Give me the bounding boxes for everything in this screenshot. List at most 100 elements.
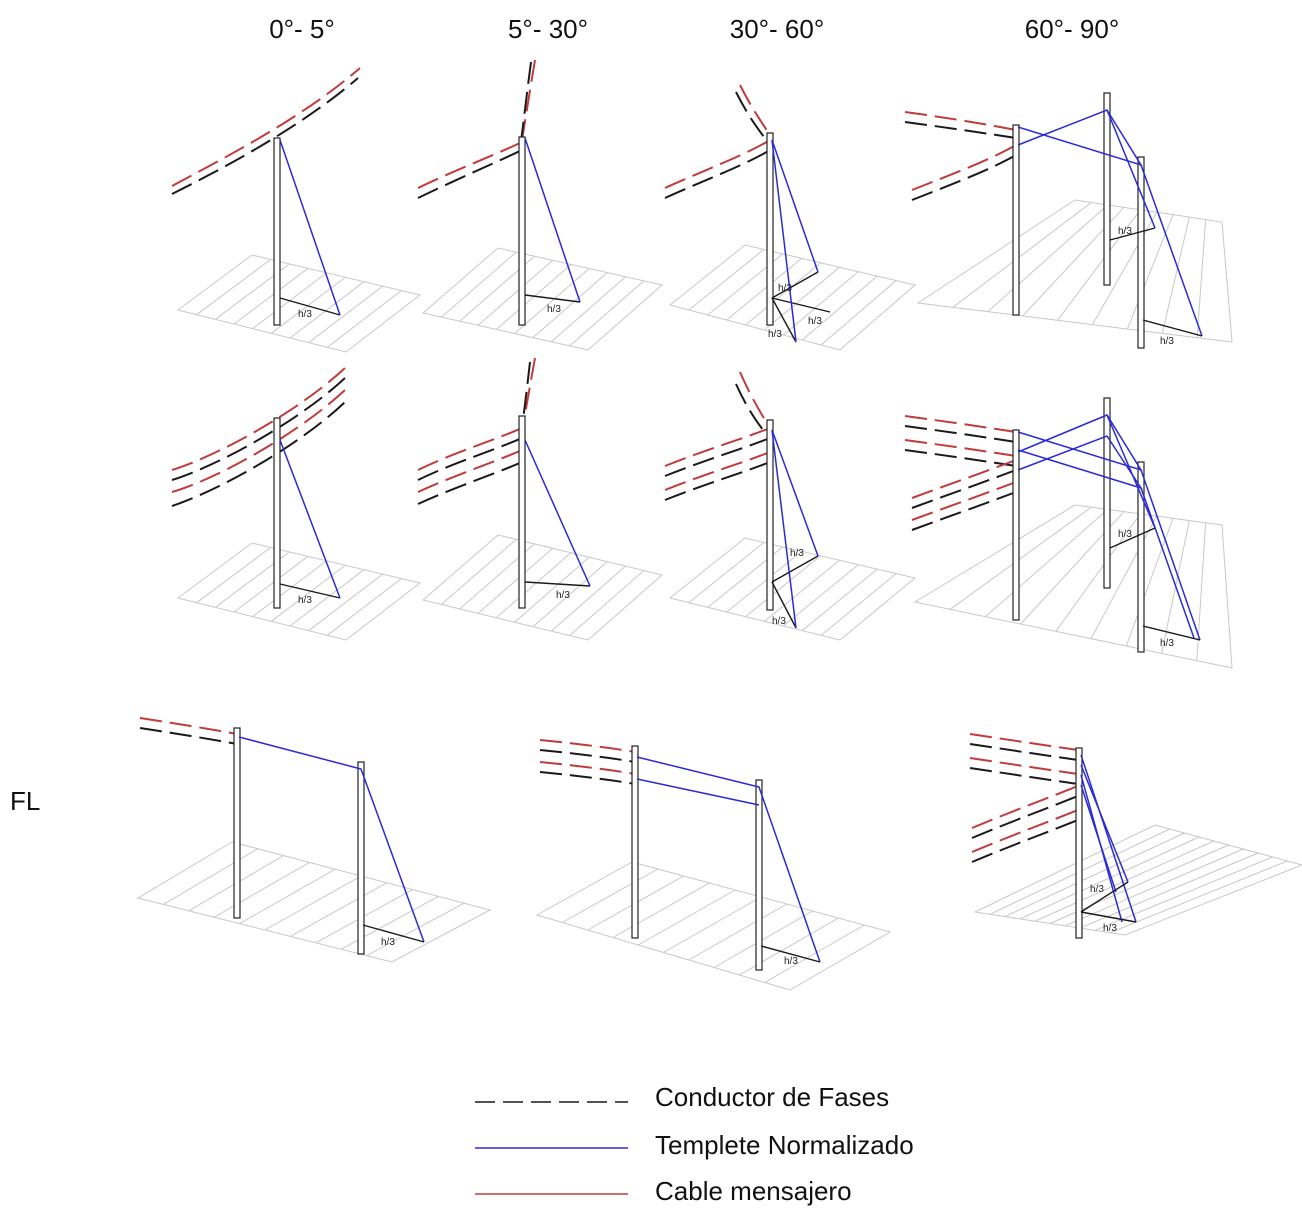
- messenger-cable: [417, 141, 523, 189]
- ground-grid: [176, 542, 422, 641]
- row-label-fl: FL: [10, 786, 40, 816]
- ground-grid-line: [441, 251, 517, 318]
- guy-wire: [1017, 109, 1143, 167]
- ground-grid-line: [688, 542, 765, 604]
- phase-conductor: [539, 771, 636, 785]
- pole: [1012, 124, 1020, 316]
- ground-grid-line: [1196, 219, 1207, 338]
- legend-label-messenger: Cable mensajero: [655, 1176, 852, 1206]
- ground-grid-line: [196, 259, 271, 316]
- messenger-cable: [969, 757, 1079, 775]
- ground-grid-line: [308, 285, 383, 344]
- ground-grid-line: [1094, 856, 1273, 931]
- ground-grid-line: [327, 290, 402, 348]
- ground-grid-outline: [136, 841, 492, 963]
- anchor-leg: [771, 297, 797, 343]
- messenger-cable: [904, 439, 1017, 457]
- ground-grid-outline: [916, 199, 1233, 343]
- anchor-leg: [760, 945, 821, 963]
- messenger-cable: [171, 389, 346, 493]
- ground-grid-line: [239, 868, 336, 925]
- guy-wire: [279, 439, 341, 599]
- ground-grid: [535, 861, 892, 991]
- guy-wire: [1140, 469, 1201, 641]
- dimension-label-h3: h/3: [298, 309, 312, 320]
- ground-grid-line: [532, 272, 608, 339]
- ground-grid-line: [1057, 209, 1141, 321]
- header-30-60: 30°- 60°: [730, 14, 825, 44]
- ground-grid-line: [1004, 832, 1185, 918]
- pole: [631, 745, 639, 939]
- phase-conductor: [171, 401, 346, 507]
- phase-conductor: [664, 149, 771, 199]
- ground-grid-line: [290, 882, 388, 937]
- ground-grid-line: [327, 578, 402, 636]
- phase-conductor: [171, 377, 346, 481]
- pole: [518, 136, 526, 326]
- legend-label-guy: Templete Normalizado: [655, 1130, 914, 1160]
- legend-item-phase: Conductor de Fases: [475, 1082, 889, 1112]
- ground-grid-line: [289, 569, 365, 627]
- panels-group: h/3 h/3h/3h/3h/3h/3h/3h/3 h/3h/3h/3h/3h/3h…: [136, 59, 1302, 991]
- pole: [1103, 92, 1111, 286]
- ground-grid-line: [1079, 852, 1259, 929]
- guy-wire: [636, 778, 760, 806]
- messenger-cable: [664, 451, 771, 491]
- ground-grid: [421, 534, 664, 641]
- ground-grid-line: [233, 555, 309, 613]
- phase-conductor: [969, 743, 1079, 761]
- ground-grid-line: [801, 568, 878, 632]
- pole: [233, 727, 241, 919]
- dimension-label-h3: h/3: [768, 329, 782, 340]
- header-0-5: 0°- 5°: [269, 14, 335, 44]
- phase-conductor: [735, 91, 769, 143]
- anchor-leg: [771, 555, 819, 583]
- panel-r3-c3: h/3 h/3: [969, 733, 1302, 939]
- phase-conductor: [911, 154, 1017, 201]
- messenger-cable: [911, 481, 1017, 521]
- ground-grid-line: [477, 259, 553, 326]
- guy-wire: [636, 756, 821, 963]
- ground-grid-line: [688, 249, 765, 311]
- messenger-cable: [171, 67, 361, 187]
- pole: [766, 132, 774, 326]
- anchor-leg: [279, 583, 341, 599]
- anchor-leg: [771, 271, 819, 299]
- messenger-cable: [521, 59, 536, 141]
- ground-grid-line: [1064, 848, 1244, 927]
- phase-conductor: [904, 121, 1017, 139]
- pole: [273, 417, 281, 609]
- ground-grid: [916, 199, 1233, 343]
- messenger-cable: [139, 717, 238, 735]
- phase-conductor: [139, 727, 238, 745]
- ground-grid-line: [532, 561, 608, 628]
- ground-grid-outline: [913, 504, 1233, 669]
- anchor-leg: [771, 581, 797, 629]
- ground-grid-line: [271, 276, 346, 334]
- messenger-cable: [171, 367, 346, 471]
- guy-wire: [1140, 164, 1203, 337]
- ground-grid-line: [551, 565, 626, 632]
- ground-grid-line: [764, 559, 840, 622]
- phase-conductor: [904, 449, 1017, 467]
- ground-grid-line: [688, 903, 788, 961]
- ground-grid-line: [1055, 513, 1141, 632]
- panel-r2-c2: h/3: [417, 357, 664, 641]
- dimension-label-h3: h/3: [790, 548, 804, 559]
- messenger-cable: [739, 84, 771, 136]
- ground-grid-line: [569, 570, 645, 636]
- ground-grid-line: [264, 875, 362, 931]
- pole: [755, 779, 763, 971]
- anchor-leg: [1109, 227, 1156, 241]
- ground-grid-line: [820, 573, 897, 636]
- guy-wire: [279, 139, 341, 316]
- guy-wire: [1080, 784, 1117, 893]
- anchor-leg: [771, 297, 831, 313]
- guy-wire: [1017, 435, 1143, 490]
- anchor-leg: [1080, 911, 1137, 923]
- dimension-label-h3: h/3: [1103, 923, 1117, 934]
- messenger-cable: [539, 761, 636, 775]
- panel-r3-c2: h/3: [535, 739, 892, 991]
- phase-conductor: [904, 425, 1017, 443]
